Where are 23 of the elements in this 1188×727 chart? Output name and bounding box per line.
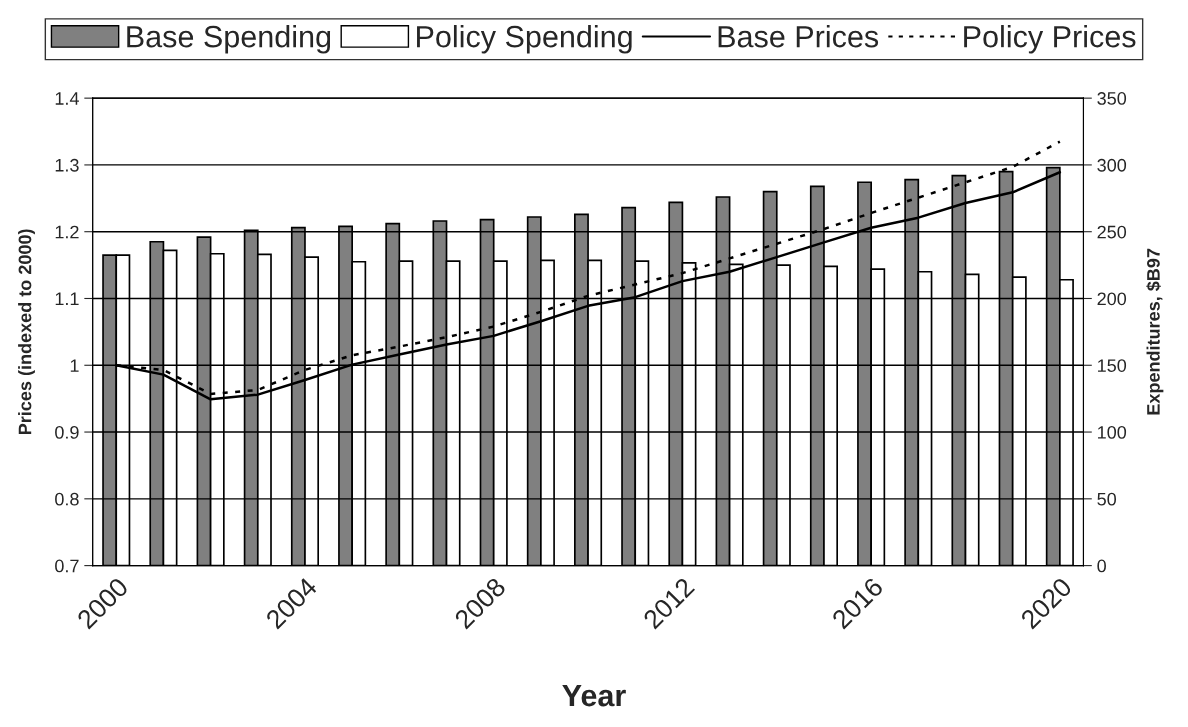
y2-tick-label: 0 [1097,559,1106,573]
y2-tick-label: 300 [1097,158,1127,172]
y2-tick-label: 150 [1098,359,1127,372]
y2-tick-label: 100 [1098,425,1127,439]
y-tick-label: 0.9 [55,425,79,439]
y-tick-label: 1 [70,359,79,372]
x-axis-title: Year [562,685,626,707]
y-tick-label: 1.4 [55,92,79,105]
y-axis-title: Prices (indexed to 2000) [18,229,35,435]
y-tick-label: 0.7 [55,559,79,573]
legend-label: Policy Prices [964,25,1136,54]
y2-tick-label: 50 [1097,492,1117,506]
legend-label: Base Spending [127,25,331,54]
y2-tick-label: 250 [1097,225,1127,239]
y-tick-label: 1.2 [55,225,79,239]
legend-label: Base Prices [718,25,879,48]
y2-tick-label: 350 [1097,92,1127,105]
y-tick-label: 1.3 [55,158,79,172]
y2-axis-title: Expenditures, $B97 [1146,248,1164,415]
y-tick-label: 1.1 [55,292,79,306]
y-tick-label: 0.8 [55,492,79,506]
legend-label: Policy Spending [417,25,632,54]
y2-tick-label: 200 [1097,292,1127,306]
